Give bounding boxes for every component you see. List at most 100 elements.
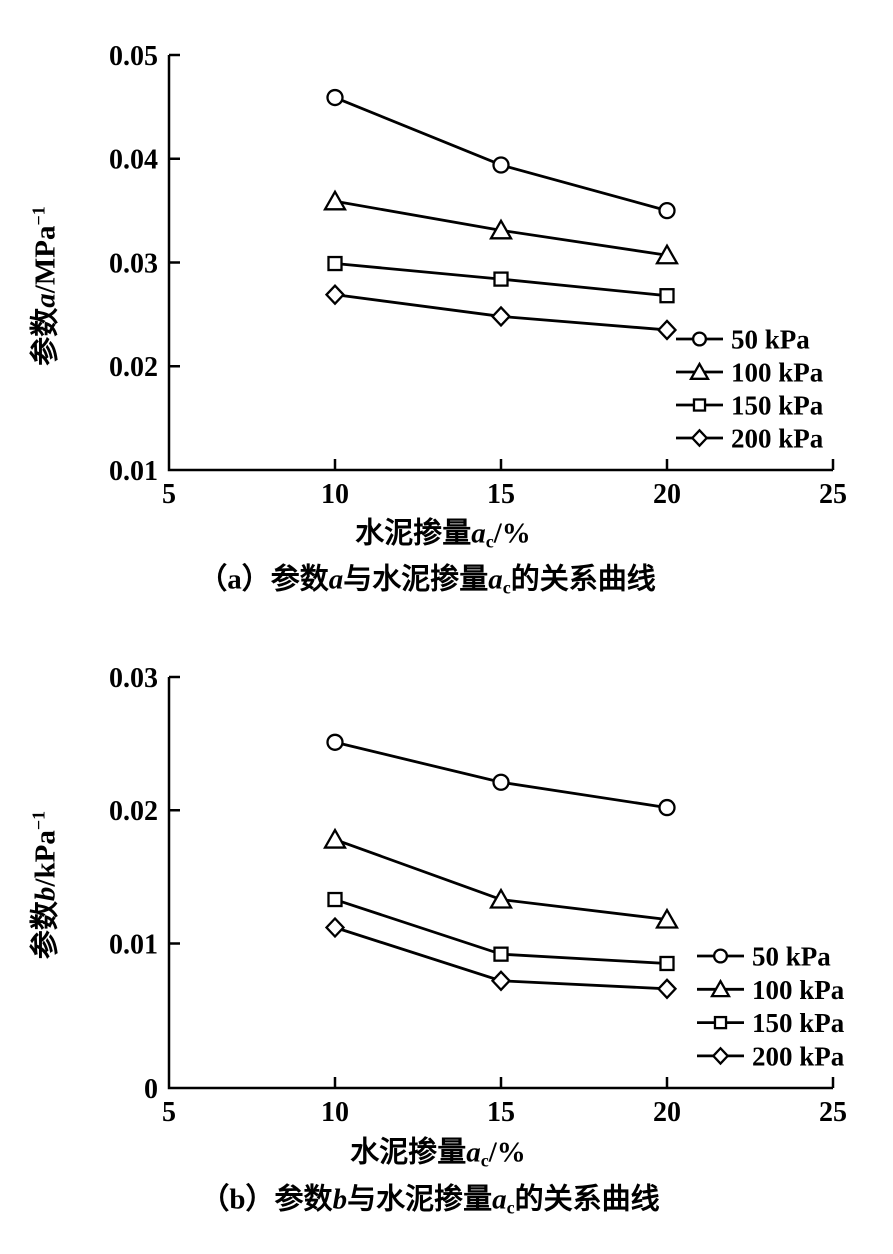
y-title-a-exponent: −1	[28, 206, 49, 226]
x-title-b-prefix: 水泥掺量	[350, 1136, 467, 1169]
series-150-kpa	[327, 255, 675, 304]
caption-a-pre: 参数	[270, 563, 329, 596]
caption-a-index: （a）	[198, 563, 271, 596]
chart-a-axes	[167, 55, 833, 472]
y-tick-label: 0.03	[109, 248, 158, 279]
diamond-marker-icon	[690, 428, 709, 448]
series-150-kpa	[327, 891, 675, 972]
circle-marker-icon	[658, 201, 676, 220]
legend-label: 150 kPa	[752, 1008, 845, 1038]
circle-marker-icon	[691, 331, 708, 347]
series-50-kpa	[326, 88, 676, 220]
caption-a: （a）参数a与水泥掺量ac的关系曲线	[198, 563, 656, 596]
triangle-marker-icon	[489, 218, 513, 240]
circle-marker-icon	[326, 733, 344, 751]
legend-item-100-kpa: 100 kPa	[697, 975, 845, 1005]
caption-b-post: 的关系曲线	[514, 1183, 660, 1216]
x-axis-title-a: 水泥掺量ac/%	[355, 517, 531, 550]
x-axis-title-b: 水泥掺量ac/%	[350, 1136, 526, 1169]
series-50-kpa	[326, 733, 676, 817]
y-axis-title-b: 参数b/kPa−1	[28, 810, 62, 960]
y-tick-label: 0.01	[109, 456, 158, 487]
circle-marker-icon	[658, 798, 676, 817]
diamond-marker-icon	[490, 305, 512, 328]
x-tick-label: 10	[321, 1097, 349, 1128]
y-axis-title-a: 参数a/MPa−1	[28, 206, 62, 366]
legend-label: 50 kPa	[752, 941, 831, 971]
triangle-marker-icon	[655, 243, 679, 265]
y-tick-label: 0.01	[109, 929, 158, 960]
y-title-a-prefix: 参数	[29, 307, 62, 366]
y-tick-label: 0.04	[109, 145, 158, 176]
x-title-a-prefix: 水泥掺量	[355, 517, 472, 550]
x-title-a-subscript: c	[485, 531, 494, 552]
diamond-marker-icon	[490, 970, 512, 992]
y-tick-label: 0.05	[109, 41, 158, 72]
y-tick-label: 0	[144, 1074, 158, 1105]
caption-b-symbol2: a	[492, 1183, 507, 1216]
triangle-marker-icon	[323, 827, 347, 849]
y-tick-label: 0.02	[109, 796, 158, 827]
legend-label: 100 kPa	[731, 357, 824, 387]
legend-item-200-kpa: 200 kPa	[676, 423, 824, 453]
x-title-b-symbol: a	[466, 1136, 481, 1169]
triangle-marker-icon	[689, 361, 710, 380]
triangle-marker-icon	[710, 978, 731, 998]
x-tick-label: 15	[487, 479, 515, 510]
y-title-b-prefix: 参数	[29, 901, 62, 960]
series-100-kpa	[323, 827, 679, 929]
caption-a-mid: 与水泥掺量	[343, 563, 489, 596]
legend-label: 150 kPa	[731, 390, 824, 420]
diamond-marker-icon	[324, 283, 346, 306]
x-tick-label: 25	[819, 479, 847, 510]
legend-label: 200 kPa	[731, 423, 824, 453]
caption-b-symbol1: b	[332, 1183, 348, 1216]
x-tick-label: 5	[162, 479, 176, 510]
y-title-a-symbol: a	[29, 293, 62, 308]
y-title-a-unit: /MPa	[29, 225, 62, 294]
diamond-marker-icon	[656, 978, 678, 1000]
x-title-b-subscript: c	[480, 1150, 489, 1171]
caption-b-index: （b）	[200, 1183, 275, 1216]
square-marker-icon	[493, 946, 509, 962]
x-tick-label: 20	[653, 1097, 681, 1128]
triangle-marker-icon	[489, 887, 513, 909]
triangle-marker-icon	[323, 189, 347, 211]
caption-b-mid: 与水泥掺量	[347, 1183, 493, 1216]
y-tick-label: 0.02	[109, 352, 158, 383]
caption-b-subscript: c	[506, 1197, 515, 1218]
legend-label: 200 kPa	[752, 1041, 845, 1071]
diamond-marker-icon	[324, 916, 346, 939]
circle-marker-icon	[326, 88, 344, 107]
x-tick-label: 5	[162, 1097, 176, 1128]
y-title-b-unit: /kPa	[29, 830, 62, 887]
legend-item-100-kpa: 100 kPa	[676, 357, 824, 387]
caption-a-subscript: c	[502, 577, 511, 598]
series-200-kpa	[324, 283, 678, 341]
x-title-a-symbol: a	[471, 517, 486, 550]
x-title-a-suffix: /%	[493, 517, 531, 550]
legend-item-200-kpa: 200 kPa	[697, 1041, 845, 1071]
circle-marker-icon	[492, 156, 510, 174]
triangle-marker-icon	[655, 907, 679, 929]
y-tick-label: 0.03	[109, 663, 158, 694]
series-100-kpa	[323, 189, 679, 265]
diamond-marker-icon	[711, 1046, 730, 1066]
series-200-kpa	[324, 916, 678, 1000]
square-marker-icon	[659, 955, 675, 972]
square-marker-icon	[327, 255, 343, 272]
diamond-marker-icon	[656, 319, 678, 341]
legend-item-50-kpa: 50 kPa	[697, 941, 831, 971]
square-marker-icon	[713, 1015, 728, 1030]
square-marker-icon	[659, 288, 675, 304]
caption-b-pre: 参数	[274, 1183, 333, 1216]
x-tick-label: 15	[487, 1097, 515, 1128]
caption-a-symbol2: a	[488, 563, 503, 596]
y-title-b-exponent: −1	[28, 810, 49, 831]
